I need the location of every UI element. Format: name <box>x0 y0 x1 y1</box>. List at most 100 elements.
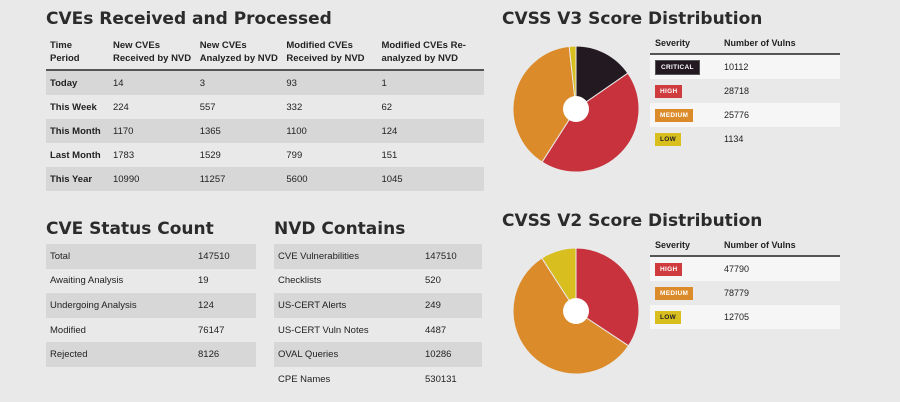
count-cell: 1045 <box>381 173 403 185</box>
table-row: HIGH 28718 <box>650 79 840 103</box>
column-header-line: Modified CVEs <box>286 40 353 51</box>
number-header: Number of Vulns <box>724 240 796 250</box>
row-value: 8126 <box>198 349 220 361</box>
count-cell: 557 <box>199 101 216 113</box>
column-header-line: Modified CVEs Re- <box>381 40 466 51</box>
v2-title: CVSS V2 Score Distribution <box>502 211 763 231</box>
v3-title: CVSS V3 Score Distribution <box>502 9 763 29</box>
count-cell: 1365 <box>199 125 221 137</box>
table-header-row: Severity Number of Vulns <box>650 240 840 256</box>
row-value: 530131 <box>425 373 457 385</box>
vuln-count: 47790 <box>724 264 750 274</box>
v2-severity-table: Severity Number of Vulns HIGH 47790 MEDIUM… <box>650 240 840 329</box>
severity-header: Severity <box>655 38 691 48</box>
severity-badge: LOW <box>655 310 682 324</box>
cve-status-table: Total 147510 Awaiting Analysis 19 Undergoing… <box>46 244 256 367</box>
v2-pie-chart <box>512 247 640 375</box>
nvd-title: NVD Contains <box>274 219 406 239</box>
count-cell: 1 <box>381 77 387 89</box>
pie-center-hole <box>563 96 589 122</box>
table-row: US-CERT Alerts 249 <box>274 293 482 318</box>
severity-cell: HIGH <box>650 79 719 103</box>
count-cell: 1100 <box>286 125 307 137</box>
severity-badge: LOW <box>655 132 682 146</box>
vuln-count: 28718 <box>724 86 750 96</box>
cve-received-table: Time Period New CVEs Received by NVD New CVE… <box>46 35 484 191</box>
pie-slice-low <box>541 247 577 313</box>
count-cell: 224 <box>112 101 129 113</box>
period-cell: This Month <box>50 125 101 137</box>
vuln-count: 78779 <box>724 288 750 298</box>
count-cell: 3 <box>199 77 205 89</box>
table-row: Undergoing Analysis 124 <box>46 293 256 318</box>
column-header-line: analyzed by NVD <box>381 53 459 64</box>
pie-slice-high <box>541 72 640 173</box>
count-cell: 332 <box>286 101 303 113</box>
count-cell: 124 <box>381 125 398 137</box>
pie-slice-critical <box>575 45 629 110</box>
row-value: 249 <box>425 299 441 311</box>
severity-cell: MEDIUM <box>650 103 719 127</box>
severity-badge: HIGH <box>655 84 683 98</box>
period-cell: Today <box>50 77 78 89</box>
row-value: 124 <box>198 299 214 311</box>
row-value: 10286 <box>425 349 452 361</box>
severity-badge: MEDIUM <box>655 108 694 122</box>
count-cell: 10990 <box>112 173 140 185</box>
row-label: Modified <box>50 324 86 336</box>
column-header-line: Analyzed by NVD <box>199 53 278 64</box>
table-row: Rejected 8126 <box>46 342 256 367</box>
row-value: 4487 <box>425 324 447 336</box>
table-header-row: Severity Number of Vulns <box>650 38 840 54</box>
row-value: 147510 <box>198 250 230 262</box>
vuln-count: 10112 <box>724 62 749 72</box>
table-row: MEDIUM 25776 <box>650 103 840 127</box>
count-cell: 5600 <box>286 173 308 185</box>
severity-header: Severity <box>655 240 691 250</box>
column-header: New CVEs Analyzed by NVD <box>196 35 283 70</box>
row-label: CVE Vulnerabilities <box>278 250 359 262</box>
count-cell: 62 <box>381 101 393 113</box>
row-label: Undergoing Analysis <box>50 299 137 311</box>
table-row: CVE Vulnerabilities 147510 <box>274 244 482 269</box>
pie-slice-medium <box>512 45 577 163</box>
severity-badge: HIGH <box>655 262 683 276</box>
count-cell: 1529 <box>199 149 221 161</box>
table-row: CRITICAL 10112 <box>650 54 840 79</box>
row-value: 19 <box>198 275 209 287</box>
severity-cell: LOW <box>650 305 719 329</box>
vuln-count: 25776 <box>724 110 750 120</box>
row-value: 520 <box>425 275 441 287</box>
severity-badge: MEDIUM <box>655 286 694 300</box>
table-row: CPE Names 530131 <box>274 367 482 392</box>
count-cell: 14 <box>112 77 124 89</box>
severity-cell: MEDIUM <box>650 281 719 305</box>
column-header-line: Time <box>50 40 73 51</box>
column-header: Modified CVEs Re-analyzed by NVD <box>377 35 484 70</box>
period-cell: Last Month <box>50 149 101 161</box>
severity-cell: LOW <box>650 127 719 151</box>
table-row: This Month 1170 1365 1100 124 <box>46 119 484 143</box>
table-row: MEDIUM 78779 <box>650 281 840 305</box>
count-cell: 11257 <box>199 173 226 185</box>
count-cell: 799 <box>286 149 303 161</box>
row-label: US-CERT Vuln Notes <box>278 324 369 336</box>
period-cell: This Year <box>50 173 93 185</box>
table-row: Modified 76147 <box>46 318 256 343</box>
severity-cell: HIGH <box>650 256 719 281</box>
pie-slice-low <box>568 45 577 110</box>
column-header-line: Period <box>50 53 80 64</box>
table-row: Last Month 1783 1529 799 151 <box>46 143 484 167</box>
table-row: US-CERT Vuln Notes 4487 <box>274 318 482 343</box>
nvd-contains-table: CVE Vulnerabilities 147510 Checklists 520 US… <box>274 244 482 392</box>
table-row: LOW 12705 <box>650 305 840 329</box>
row-label: Rejected <box>50 349 88 361</box>
table-row: LOW 1134 <box>650 127 840 151</box>
period-cell: This Week <box>50 101 97 113</box>
row-value: 76147 <box>198 324 225 336</box>
table-header-row: Time Period New CVEs Received by NVD New CVE… <box>46 35 484 70</box>
number-header: Number of Vulns <box>724 38 796 48</box>
column-header: Modified CVEs Received by NVD <box>282 35 377 70</box>
status-title: CVE Status Count <box>46 219 214 239</box>
table-row: HIGH 47790 <box>650 256 840 281</box>
